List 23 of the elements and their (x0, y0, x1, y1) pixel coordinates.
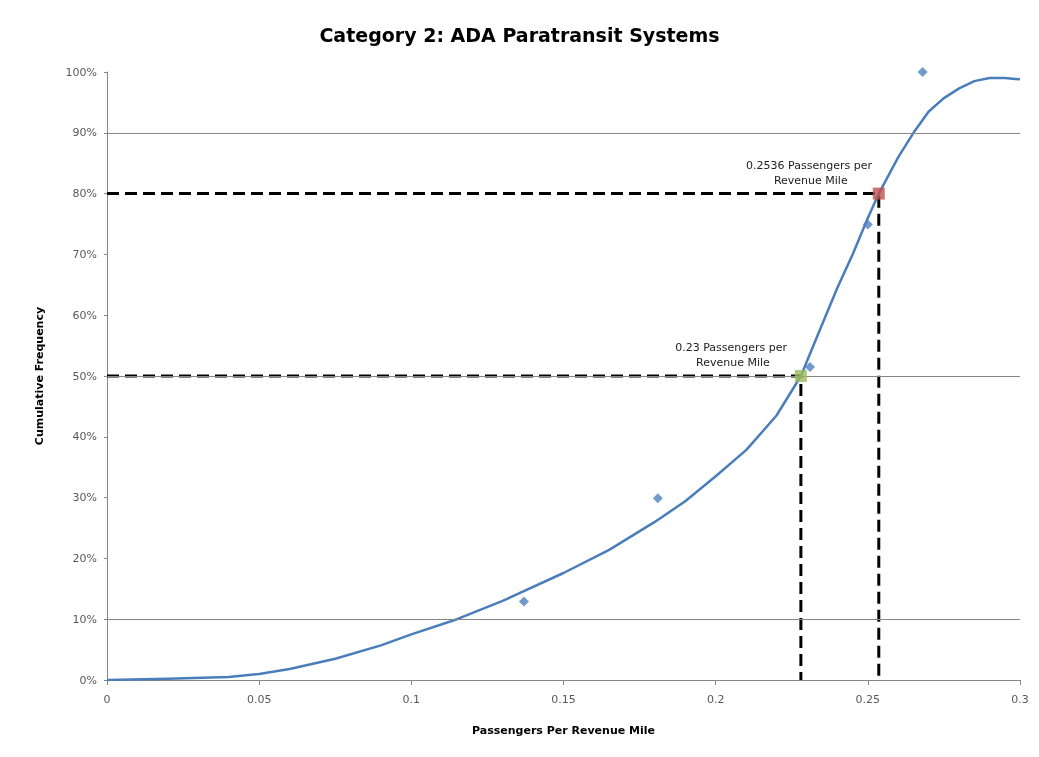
y-tick-label: 60% (72, 308, 97, 322)
x-tick-label: 0.3 (1011, 693, 1029, 706)
chart-title: Category 2: ADA Paratransit Systems (319, 23, 720, 46)
y-axis-title: Cumulative Frequency (33, 306, 46, 446)
y-tick-label: 90% (72, 126, 97, 140)
annotation: 0.23 Passengers per Revenue Mile (675, 341, 791, 369)
y-tick-label: 80% (72, 187, 97, 201)
y-tick-label: 50% (72, 369, 97, 383)
x-tick-label: 0 (103, 693, 111, 706)
x-tick-label: 0.15 (551, 693, 576, 706)
x-tick-label: 0.25 (855, 693, 881, 706)
x-tick-label: 0.05 (246, 693, 272, 706)
x-tick-label: 0.1 (402, 693, 421, 706)
y-tick-label: 0% (79, 673, 97, 687)
y-tick-label: 100% (65, 65, 97, 79)
y-tick-label: 10% (72, 612, 97, 626)
y-tick-label: 20% (72, 551, 97, 565)
x-tick-label: 0.2 (706, 693, 725, 706)
y-tick-label: 30% (72, 491, 97, 505)
x-axis-title: Passengers Per Revenue Mile (472, 724, 655, 737)
annotation: 0.2536 Passengers per Revenue Mile (746, 158, 876, 187)
y-tick-label: 70% (72, 247, 97, 261)
y-tick-label: 40% (72, 430, 97, 444)
